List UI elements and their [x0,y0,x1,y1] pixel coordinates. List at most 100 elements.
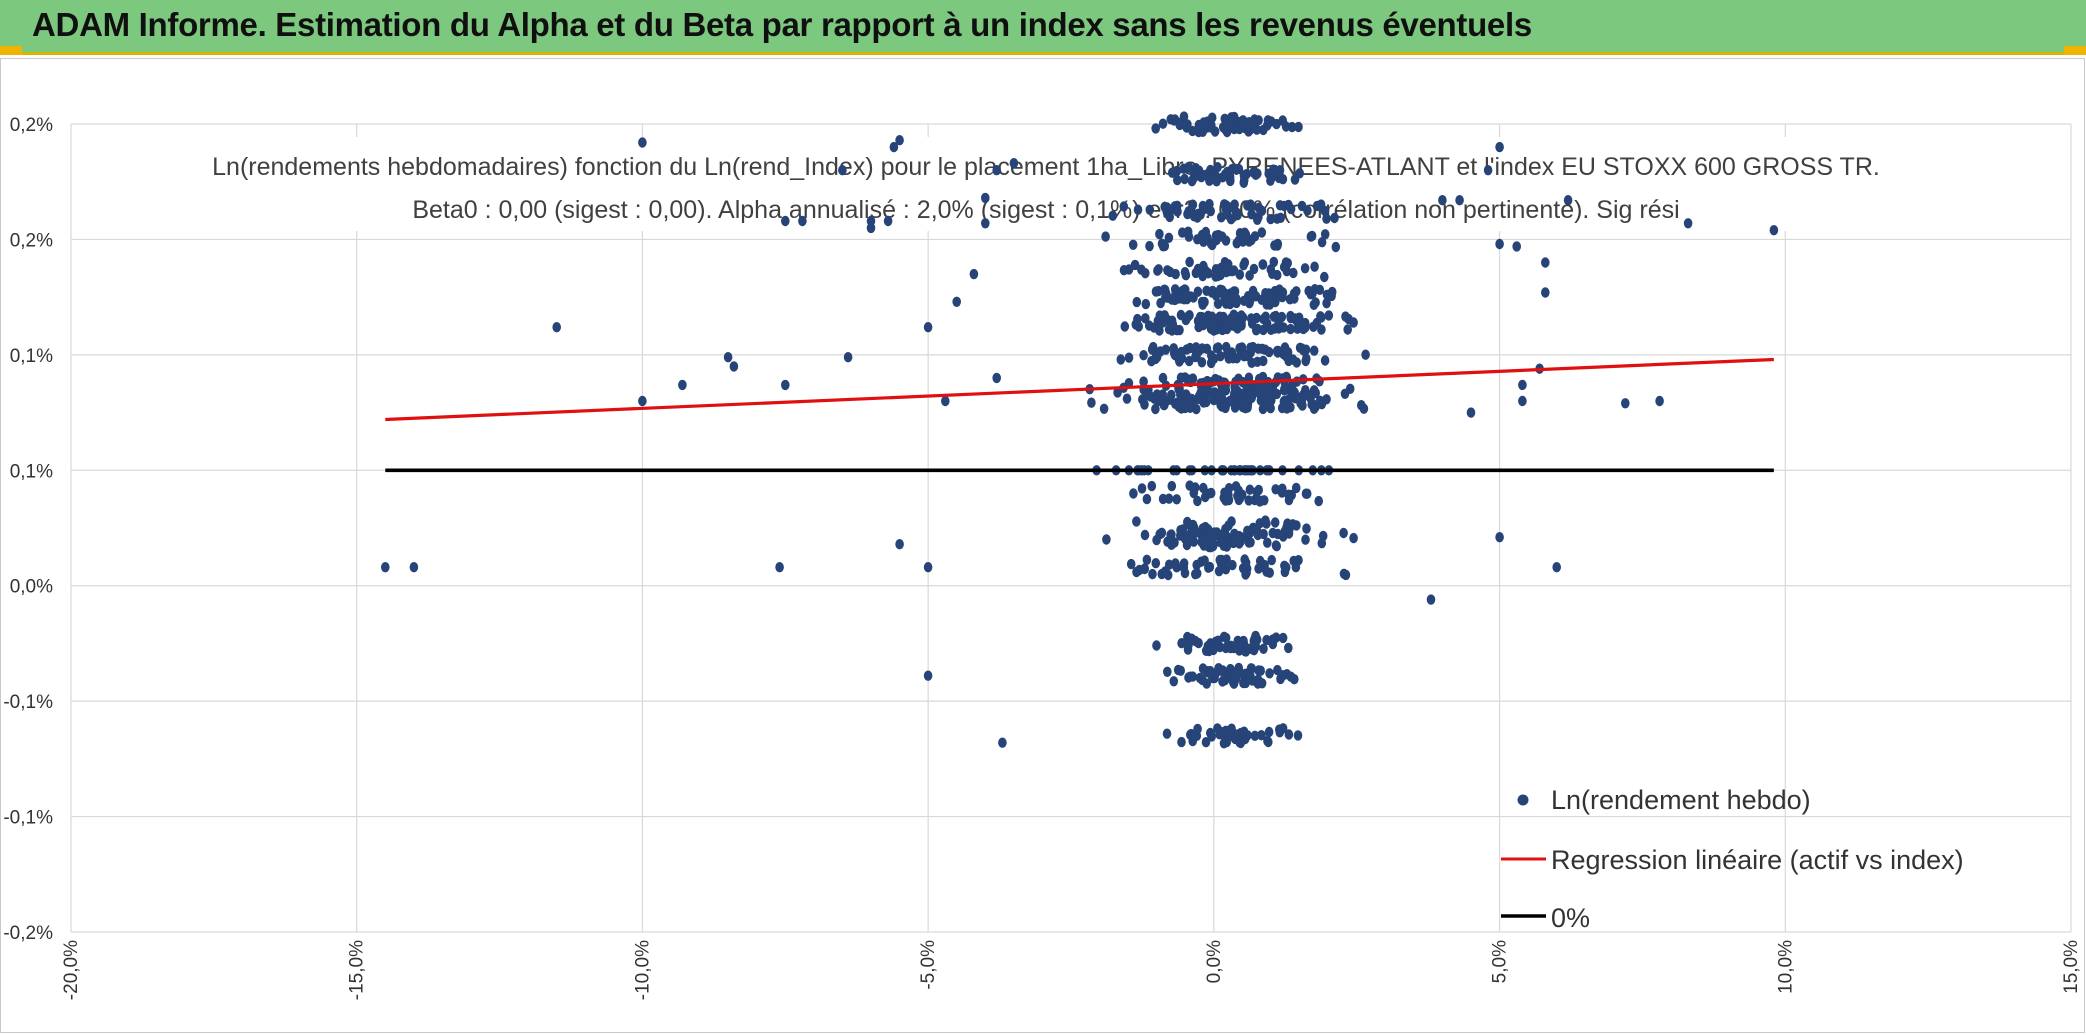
data-point [1161,288,1171,299]
data-point [1232,238,1242,249]
data-point [1308,288,1317,299]
data-point [1271,310,1281,322]
data-point [1268,268,1277,279]
data-point [1257,387,1267,398]
data-point [1207,320,1216,332]
data-point [1266,403,1275,414]
data-point [1317,237,1327,248]
legend-label-scatter: Ln(rendement hebdo) [1551,785,1811,815]
data-point [1172,494,1181,505]
legend-marker-scatter [1517,794,1529,806]
data-point [1307,399,1316,410]
data-point [1206,122,1216,133]
data-point [992,165,1001,176]
data-point [1193,495,1202,507]
data-point [1345,383,1355,394]
data-point [1221,642,1231,654]
data-point [1292,357,1301,368]
data-point [1163,536,1172,547]
data-point [1349,532,1358,544]
data-point [1246,342,1255,353]
data-point [1297,343,1307,354]
data-point [1137,483,1147,494]
axis-tick-labels: -20,0% -15,0% -10,0% -5,0% 0,0% 5,0% 10,0% 15,0… [3,115,2082,1000]
data-point [1205,561,1215,573]
data-point [1438,195,1447,206]
data-point [1211,264,1221,275]
data-point [952,296,961,307]
data-point [1211,529,1221,541]
data-point [1194,119,1204,131]
data-point [1769,225,1779,236]
regression-line [385,357,1774,422]
data-point [1253,529,1263,541]
data-point [1165,266,1175,278]
data-point [1087,397,1096,408]
data-point [1191,267,1201,279]
data-point [1172,165,1182,177]
data-point [409,562,419,573]
data-point [1309,345,1319,356]
data-point [1204,645,1214,657]
data-point [1239,677,1248,689]
data-point [1220,113,1230,124]
data-point [1126,558,1136,570]
data-point [1204,204,1214,215]
data-point [1280,349,1290,360]
data-point [1169,676,1179,687]
data-point [1192,568,1202,579]
data-point [1222,541,1232,552]
data-point [1282,669,1292,680]
data-point [1139,350,1148,361]
data-point [1179,562,1189,573]
data-point [1303,205,1312,216]
data-point [1268,638,1278,650]
data-point [941,395,950,407]
data-point [1273,238,1283,250]
data-point [1199,482,1208,494]
data-point [1518,395,1527,407]
data-point [1295,168,1304,179]
data-point [1320,355,1330,366]
data-point [1164,559,1174,570]
data-point [1263,537,1272,548]
data-point [1268,288,1277,300]
data-point [1227,516,1236,527]
data-point [1322,394,1331,405]
data-point [1262,120,1272,131]
data-point [1339,527,1348,539]
data-point [1246,313,1256,324]
data-point [1280,395,1289,406]
data-point [1201,737,1211,748]
data-point [838,165,847,176]
data-point [1344,313,1353,325]
data-point [1307,230,1317,242]
data-point [1191,351,1200,363]
data-point [1214,342,1223,353]
data-point [798,215,807,227]
report-banner: ADAM Informe. Estimation du Alpha et du … [0,0,2086,55]
data-point [1099,403,1109,414]
data-point [1176,389,1185,400]
y-tick-label: 0,2% [10,230,53,251]
data-point [969,268,979,280]
data-point [1173,174,1182,186]
data-point [1267,554,1276,566]
data-point [1357,400,1366,411]
data-point [1162,202,1172,213]
data-point [895,539,904,550]
data-point [1224,353,1234,364]
data-point [1229,111,1239,123]
data-point [1179,111,1189,122]
data-point [1291,482,1301,494]
data-point [1248,522,1258,533]
data-point [1139,376,1148,387]
data-point [1108,210,1118,221]
data-point [1289,288,1299,299]
data-point [1124,352,1134,363]
data-point [1188,671,1197,682]
scatter-chart: -20,0% -15,0% -10,0% -5,0% 0,0% 5,0% 10,0% 15,0… [3,111,2082,1000]
data-point [1219,311,1228,323]
data-point [1189,487,1199,499]
data-point [1153,315,1163,327]
